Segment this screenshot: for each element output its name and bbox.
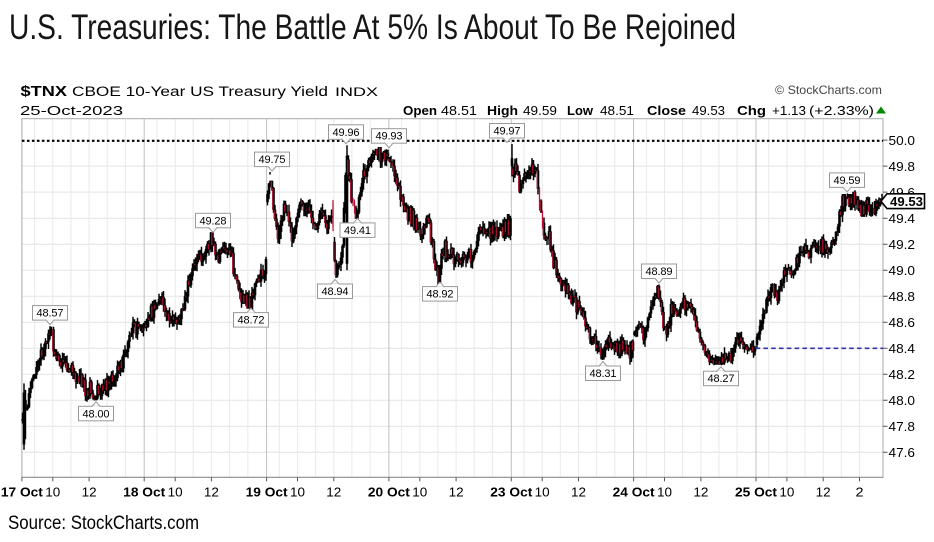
svg-text:10: 10 xyxy=(168,485,183,500)
svg-text:47.6: 47.6 xyxy=(889,445,916,460)
svg-text:49.2: 49.2 xyxy=(889,237,916,252)
svg-text:20 Oct: 20 Oct xyxy=(368,485,411,500)
svg-text:48.72: 48.72 xyxy=(238,315,265,327)
svg-text:10: 10 xyxy=(45,485,60,500)
svg-text:48.0: 48.0 xyxy=(889,393,916,408)
svg-text:48.57: 48.57 xyxy=(37,308,64,320)
svg-text:12: 12 xyxy=(204,485,219,500)
svg-text:10: 10 xyxy=(657,485,672,500)
svg-text:48.51: 48.51 xyxy=(441,103,477,118)
svg-text:19 Oct: 19 Oct xyxy=(246,485,289,500)
svg-text:48.51: 48.51 xyxy=(600,103,634,118)
svg-text:12: 12 xyxy=(571,485,586,500)
svg-text:12: 12 xyxy=(693,485,708,500)
svg-text:17 Oct: 17 Oct xyxy=(1,485,44,500)
svg-text:48.8: 48.8 xyxy=(889,289,916,304)
svg-text:48.6: 48.6 xyxy=(889,315,916,330)
svg-text:24 Oct: 24 Oct xyxy=(613,485,656,500)
svg-text:12: 12 xyxy=(816,485,831,500)
svg-text:49.41: 49.41 xyxy=(344,225,371,237)
svg-text:49.97: 49.97 xyxy=(494,126,521,138)
svg-text:Source: StockCharts.com: Source: StockCharts.com xyxy=(8,513,199,534)
svg-text:49.8: 49.8 xyxy=(889,159,916,174)
svg-text:49.59: 49.59 xyxy=(834,175,861,187)
svg-text:INDX: INDX xyxy=(335,87,379,99)
svg-text:48.89: 48.89 xyxy=(646,266,673,278)
svg-text:49.96: 49.96 xyxy=(333,127,360,139)
svg-text:U.S. Treasuries: The Battle At: U.S. Treasuries: The Battle At 5% Is Abo… xyxy=(9,8,736,47)
svg-text:10: 10 xyxy=(779,485,794,500)
svg-text:© StockCharts.com: © StockCharts.com xyxy=(775,83,882,97)
svg-text:12: 12 xyxy=(449,485,464,500)
svg-text:10: 10 xyxy=(535,485,550,500)
svg-text:49.59: 49.59 xyxy=(523,103,557,118)
svg-text:48.27: 48.27 xyxy=(708,373,735,385)
svg-text:48.4: 48.4 xyxy=(889,341,916,356)
svg-text:12: 12 xyxy=(326,485,341,500)
svg-text:Open: Open xyxy=(403,103,437,118)
svg-text:25 Oct: 25 Oct xyxy=(735,485,778,500)
svg-text:10: 10 xyxy=(412,485,427,500)
svg-text:12: 12 xyxy=(82,485,97,500)
svg-text:49.53: 49.53 xyxy=(890,194,923,209)
svg-text:CBOE 10-Year US Treasury Yield: CBOE 10-Year US Treasury Yield xyxy=(72,84,328,99)
svg-text:47.8: 47.8 xyxy=(889,419,916,434)
svg-text:Close: Close xyxy=(647,103,686,118)
svg-text:49.53: 49.53 xyxy=(692,103,725,118)
svg-text:48.2: 48.2 xyxy=(889,367,916,382)
svg-text:18 Oct: 18 Oct xyxy=(123,485,166,500)
svg-text:Chg: Chg xyxy=(737,103,766,118)
svg-text:25-Oct-2023: 25-Oct-2023 xyxy=(20,103,123,118)
svg-text:48.92: 48.92 xyxy=(427,289,454,301)
svg-text:48.31: 48.31 xyxy=(590,368,617,380)
svg-text:$TNX: $TNX xyxy=(21,84,68,100)
svg-text:48.94: 48.94 xyxy=(322,286,349,298)
svg-text:2: 2 xyxy=(856,485,864,500)
svg-text:49.0: 49.0 xyxy=(889,263,916,278)
svg-text:(+2.33%): (+2.33%) xyxy=(809,103,874,118)
svg-text:Low: Low xyxy=(567,103,594,118)
svg-text:49.28: 49.28 xyxy=(200,215,227,227)
svg-text:49.75: 49.75 xyxy=(259,154,286,166)
svg-text:High: High xyxy=(487,103,518,118)
svg-text:48.00: 48.00 xyxy=(83,408,110,420)
svg-text:49.4: 49.4 xyxy=(889,211,916,226)
svg-text:50.0: 50.0 xyxy=(889,133,916,148)
svg-text:49.93: 49.93 xyxy=(376,131,403,143)
svg-text:+1.13: +1.13 xyxy=(772,103,806,118)
svg-text:23 Oct: 23 Oct xyxy=(490,485,533,500)
svg-text:10: 10 xyxy=(290,485,305,500)
